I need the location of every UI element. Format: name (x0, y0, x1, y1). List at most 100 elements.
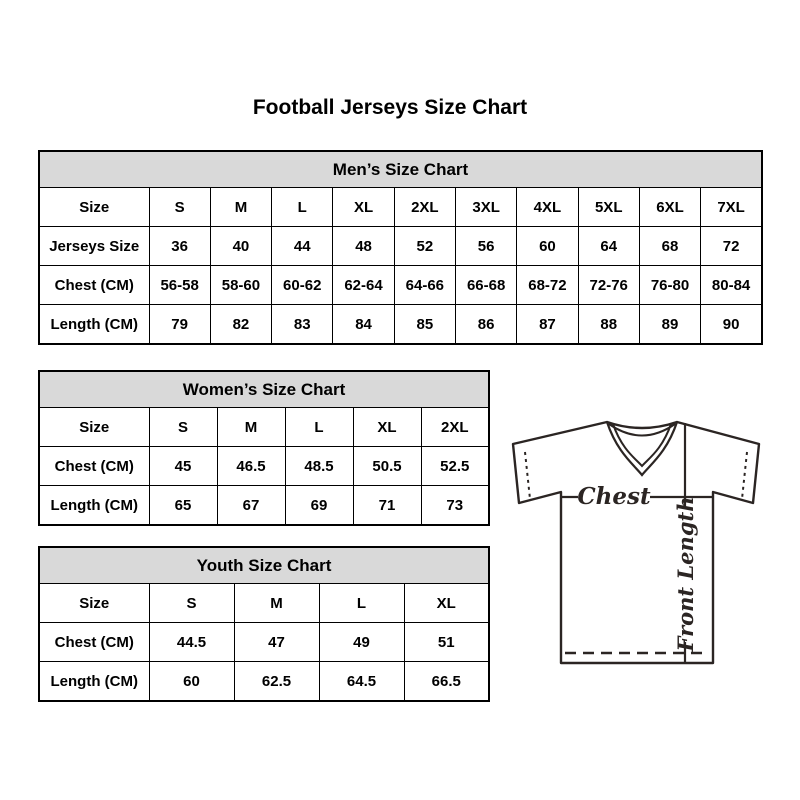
size-cell: 36 (148, 226, 211, 266)
table-title: Women’s Size Chart (38, 370, 490, 408)
size-cell: 3XL (454, 187, 518, 227)
size-cell: 64.5 (318, 661, 405, 702)
size-cell: XL (332, 187, 395, 227)
jersey-outline (511, 420, 761, 665)
size-cell: 82 (209, 304, 273, 345)
size-cell: 44 (271, 226, 334, 266)
size-cell: M (233, 583, 320, 623)
size-cell: 52 (393, 226, 456, 266)
mens-size-table: Men’s Size Chart Size S M L XL 2XL 3XL 4XL 5XL 6XL… (38, 150, 763, 345)
size-cell: 2XL (393, 187, 456, 227)
row-label: Chest (CM) (38, 265, 150, 305)
size-cell: 65 (148, 485, 218, 526)
jersey-measurement-diagram: Chest Front Length (503, 406, 769, 668)
size-cell: 71 (352, 485, 422, 526)
size-cell: 56 (454, 226, 518, 266)
table-title-row: Women’s Size Chart (38, 370, 490, 408)
size-cell: L (318, 583, 405, 623)
size-cell: 40 (209, 226, 273, 266)
size-cell: 58-60 (209, 265, 273, 305)
table-title: Youth Size Chart (38, 546, 490, 584)
size-cell: 49 (318, 622, 405, 662)
chest-label: Chest (577, 483, 651, 510)
size-cell: 48 (332, 226, 395, 266)
youth-size-table: Youth Size Chart Size S M L XL Chest (CM) 44.5 4… (38, 546, 490, 702)
table-row: Chest (CM) 45 46.5 48.5 50.5 52.5 (38, 446, 490, 486)
size-cell: 64-66 (393, 265, 456, 305)
size-cell: 62.5 (233, 661, 320, 702)
size-cell: 62-64 (332, 265, 395, 305)
row-label: Size (38, 407, 150, 447)
table-row: Size S M L XL (38, 583, 490, 623)
size-cell: 51 (403, 622, 490, 662)
row-label: Chest (CM) (38, 446, 150, 486)
size-cell: 45 (148, 446, 218, 486)
table-row: Chest (CM) 44.5 47 49 51 (38, 622, 490, 662)
table-row: Length (CM) 60 62.5 64.5 66.5 (38, 661, 490, 702)
size-cell: 50.5 (352, 446, 422, 486)
womens-size-table: Women’s Size Chart Size S M L XL 2XL Chest (CM)… (38, 370, 490, 526)
size-cell: 44.5 (148, 622, 235, 662)
table-row: Length (CM) 65 67 69 71 73 (38, 485, 490, 526)
size-cell: 72-76 (577, 265, 640, 305)
size-cell: 66.5 (403, 661, 490, 702)
page-title: Football Jerseys Size Chart (252, 96, 528, 119)
size-cell: 85 (393, 304, 456, 345)
vneck-outer (605, 421, 679, 477)
front-length-label: Front Length (673, 497, 698, 653)
size-cell: 67 (216, 485, 286, 526)
size-cell: 68 (638, 226, 702, 266)
row-label: Size (38, 583, 150, 623)
jersey-diagram-svg: Chest Front Length (511, 420, 761, 665)
row-label: Size (38, 187, 150, 227)
size-cell: 80-84 (700, 265, 763, 305)
right-cuff-dashed-line (741, 451, 748, 500)
size-cell: XL (352, 407, 422, 447)
table-row: Jerseys Size 36 40 44 48 52 56 60 64 68 72 (38, 226, 763, 266)
table-title: Men’s Size Chart (38, 150, 763, 188)
size-cell: S (148, 187, 211, 227)
size-cell: 47 (233, 622, 320, 662)
size-cell: 64 (577, 226, 640, 266)
size-cell: 72 (700, 226, 763, 266)
size-cell: S (148, 407, 218, 447)
table-title-row: Men’s Size Chart (38, 150, 763, 188)
size-cell: M (216, 407, 286, 447)
size-cell: 86 (454, 304, 518, 345)
size-cell: 60 (148, 661, 235, 702)
row-label: Length (CM) (38, 485, 150, 526)
size-cell: XL (403, 583, 490, 623)
table-row: Chest (CM) 56-58 58-60 60-62 62-64 64-66 66-68… (38, 265, 763, 305)
size-cell: S (148, 583, 235, 623)
table-row: Size S M L XL 2XL (38, 407, 490, 447)
size-cell: 69 (284, 485, 354, 526)
size-cell: 83 (271, 304, 334, 345)
size-cell: 87 (516, 304, 579, 345)
size-cell: 90 (700, 304, 763, 345)
size-cell: M (209, 187, 273, 227)
size-cell: L (271, 187, 334, 227)
row-label: Chest (CM) (38, 622, 150, 662)
vneck-inner (612, 423, 672, 468)
row-label: Length (CM) (38, 304, 150, 345)
size-cell: 5XL (577, 187, 640, 227)
size-cell: 52.5 (420, 446, 490, 486)
table-title-row: Youth Size Chart (38, 546, 490, 584)
size-cell: 7XL (700, 187, 763, 227)
size-cell: 60 (516, 226, 579, 266)
size-cell: 46.5 (216, 446, 286, 486)
size-cell: L (284, 407, 354, 447)
size-cell: 66-68 (454, 265, 518, 305)
size-cell: 6XL (638, 187, 702, 227)
size-cell: 48.5 (284, 446, 354, 486)
left-cuff-dashed-line (524, 451, 531, 500)
row-label: Jerseys Size (38, 226, 150, 266)
size-cell: 84 (332, 304, 395, 345)
size-cell: 88 (577, 304, 640, 345)
size-cell: 89 (638, 304, 702, 345)
size-cell: 79 (148, 304, 211, 345)
row-label: Length (CM) (38, 661, 150, 702)
table-row: Size S M L XL 2XL 3XL 4XL 5XL 6XL 7XL (38, 187, 763, 227)
size-cell: 4XL (516, 187, 579, 227)
